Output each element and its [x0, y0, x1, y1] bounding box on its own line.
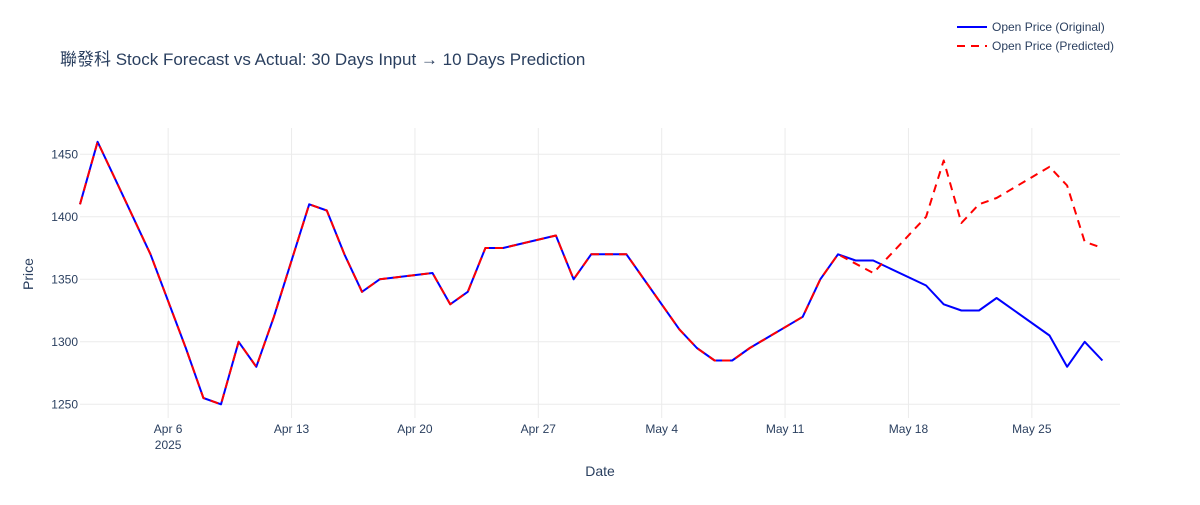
series-layer — [79, 140, 1104, 406]
chart-title: 聯發科 Stock Forecast vs Actual: 30 Days In… — [60, 50, 585, 69]
y-tick-label: 1250 — [51, 397, 78, 411]
y-tick-label: 1400 — [51, 210, 78, 224]
y-tick-label: 1450 — [51, 147, 78, 161]
x-tick-label: Apr 13 — [274, 422, 310, 436]
x-tick-label: May 18 — [889, 422, 929, 436]
x-tick-label: Apr 20 — [397, 422, 433, 436]
x-axis-title: Date — [585, 463, 615, 479]
y-tick-label: 1300 — [51, 335, 78, 349]
legend-label: Open Price (Predicted) — [992, 39, 1114, 53]
legend-item[interactable]: Open Price (Original) — [957, 20, 1105, 34]
x-tick-label: Apr 27 — [521, 422, 557, 436]
tick-layer: 1250 1300 1350 1400 1450 Apr 6 2025 Apr 13 Apr 2… — [51, 147, 1052, 452]
x-tick-label: May 11 — [766, 422, 805, 436]
x-tick-label: May 25 — [1012, 422, 1052, 436]
legend[interactable]: Open Price (Original) Open Price (Predict… — [957, 20, 1114, 53]
legend-item[interactable]: Open Price (Predicted) — [957, 39, 1114, 53]
y-tick-label: 1350 — [51, 272, 78, 286]
x-tick-label: Apr 6 — [154, 422, 183, 436]
legend-label: Open Price (Original) — [992, 20, 1105, 34]
y-axis-title: Price — [20, 258, 36, 290]
x-tick-label: May 4 — [645, 422, 678, 436]
predicted-price-line[interactable] — [79, 140, 1103, 406]
grid-layer — [80, 128, 1120, 418]
x-tick-sublabel: 2025 — [155, 438, 182, 452]
original-price-line[interactable] — [79, 140, 1104, 406]
